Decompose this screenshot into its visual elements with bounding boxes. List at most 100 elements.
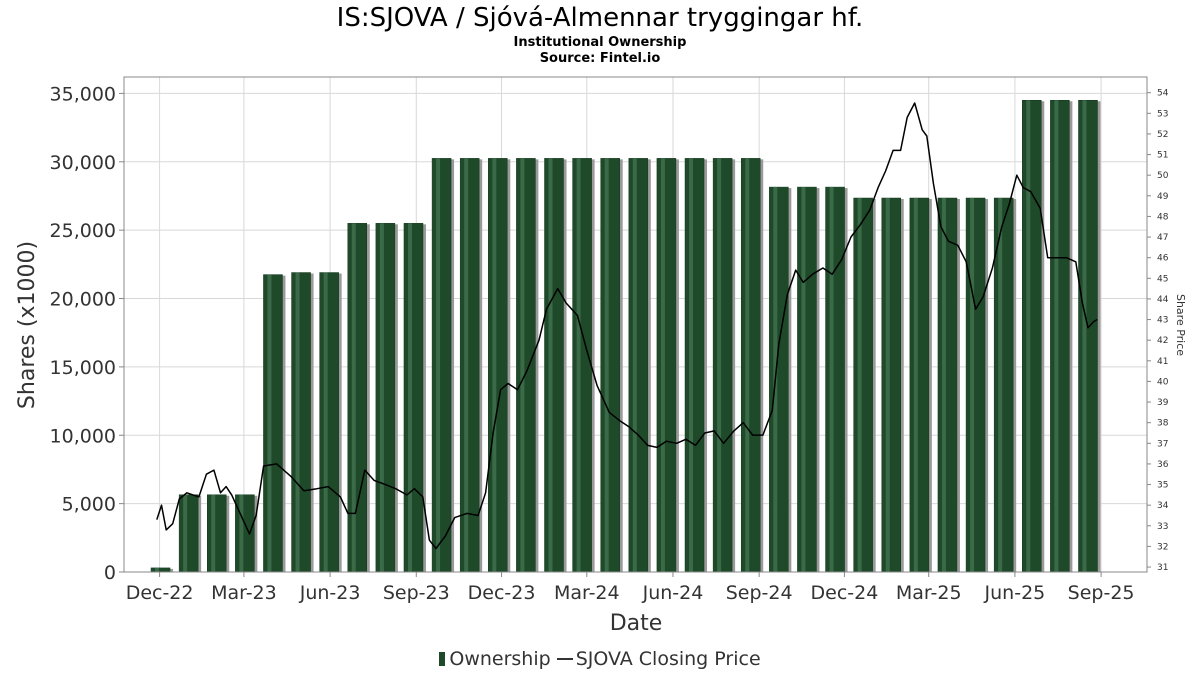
x-tick-label: Dec-24 xyxy=(811,582,879,604)
x-tick-label: Sep-24 xyxy=(726,582,793,604)
x-tick-label: Jun-24 xyxy=(642,582,704,604)
ownership-bars xyxy=(150,99,1101,573)
ownership-bar-highlight xyxy=(239,494,244,572)
ownership-bar-highlight xyxy=(351,223,356,573)
y2-tick-label: 39 xyxy=(1157,398,1169,408)
ownership-bar xyxy=(263,274,283,573)
ownership-bar xyxy=(544,158,564,573)
axes: 0 5,000 10,000 15,000 20,000 25,000 30,000 35,0… xyxy=(50,83,1169,604)
ownership-bar xyxy=(825,186,845,573)
ownership-bar xyxy=(684,158,705,573)
y2-tick-label: 49 xyxy=(1157,192,1169,202)
x-tick-label: Sep-25 xyxy=(1068,582,1135,604)
ownership-bar-highlight xyxy=(1026,100,1031,573)
ownership-bar xyxy=(319,272,339,573)
y2-tick-label: 54 xyxy=(1157,89,1169,99)
y2-tick-label: 32 xyxy=(1157,542,1168,552)
chart-subtitle: Institutional Ownership xyxy=(513,35,687,50)
y2-tick-label: 37 xyxy=(1157,439,1168,449)
y2-tick-label: 47 xyxy=(1157,233,1168,243)
ownership-bar xyxy=(797,186,817,573)
legend-price-swatch xyxy=(556,658,573,660)
ownership-bar xyxy=(656,158,677,573)
legend-ownership-swatch xyxy=(439,652,446,666)
ownership-bar-highlight xyxy=(801,187,806,572)
ownership-bar-highlight xyxy=(913,198,918,572)
ownership-bar-highlight xyxy=(267,274,272,572)
ownership-bar-highlight xyxy=(885,198,890,572)
y-tick-label: 25,000 xyxy=(50,220,116,242)
ownership-bar xyxy=(1050,99,1070,573)
y-tick-label: 5,000 xyxy=(62,494,116,516)
y2-tick-label: 48 xyxy=(1157,212,1169,222)
ownership-bar-highlight xyxy=(689,158,694,572)
price-line xyxy=(156,102,1098,550)
ownership-bar-highlight xyxy=(548,158,553,572)
legend-price-label: SJOVA Closing Price xyxy=(575,648,761,670)
ownership-bar-highlight xyxy=(407,223,412,573)
ownership-bar-highlight xyxy=(660,158,665,572)
y-tick-label: 30,000 xyxy=(50,152,116,174)
ownership-bar xyxy=(1078,99,1098,573)
y2-tick-label: 46 xyxy=(1157,254,1169,264)
y2-tick-label: 41 xyxy=(1157,357,1168,367)
y2-tick-label: 43 xyxy=(1157,316,1168,326)
ownership-bar-highlight xyxy=(745,158,750,572)
y2-tick-label: 40 xyxy=(1157,377,1169,387)
x-axis-label: Date xyxy=(610,611,663,636)
x-tick-label: Jun-25 xyxy=(984,582,1046,604)
x-tick-label: Mar-24 xyxy=(554,582,620,604)
ownership-bar xyxy=(403,223,424,573)
ownership-bar-highlight xyxy=(1054,100,1059,573)
ownership-bar xyxy=(150,567,171,573)
chart-title: IS:SJOVA / Sjóvá-Almennar tryggingar hf. xyxy=(336,3,864,33)
ownership-bar xyxy=(206,494,227,573)
y-tick-label: 35,000 xyxy=(50,83,116,105)
y2-tick-label: 44 xyxy=(1157,295,1169,305)
x-tick-label: Dec-22 xyxy=(126,582,194,604)
ownership-bar xyxy=(769,186,789,573)
chart-source: Source: Fintel.io xyxy=(539,51,661,66)
ownership-bar-highlight xyxy=(520,158,525,572)
y-tick-label: 15,000 xyxy=(50,357,116,379)
ownership-bar-highlight xyxy=(379,223,384,573)
x-tick-label: Jun-23 xyxy=(299,582,361,604)
y-axis-label: Shares (x1000) xyxy=(15,241,40,409)
ownership-bar-highlight xyxy=(970,198,975,572)
price-line-group xyxy=(156,102,1098,550)
ownership-bar xyxy=(516,158,536,573)
ownership-bar xyxy=(1022,99,1042,573)
ownership-bar xyxy=(488,158,508,573)
ownership-bar-highlight xyxy=(1082,100,1087,573)
ownership-bar xyxy=(937,197,958,573)
ownership-bar xyxy=(712,158,733,573)
y-tick-label: 0 xyxy=(104,562,116,584)
ownership-bar-highlight xyxy=(436,158,441,572)
plot-frame xyxy=(123,76,1148,573)
ownership-bar xyxy=(628,158,649,573)
ownership-bar-highlight xyxy=(857,198,862,572)
ownership-bar xyxy=(291,272,311,573)
ownership-bar xyxy=(853,197,873,573)
y2-tick-label: 50 xyxy=(1157,171,1169,181)
ownership-bar xyxy=(740,158,761,573)
y2-tick-label: 36 xyxy=(1157,460,1169,470)
ownership-bar-highlight xyxy=(492,158,497,572)
y-tick-label: 10,000 xyxy=(50,425,116,447)
ownership-bar xyxy=(909,197,930,573)
ownership-bar-highlight xyxy=(941,198,946,572)
y2-tick-label: 33 xyxy=(1157,522,1168,532)
y2-tick-label: 42 xyxy=(1157,336,1168,346)
ownership-bar-highlight xyxy=(183,494,188,572)
y2-axis-label: Share Price xyxy=(1174,294,1187,356)
ownership-bar-highlight xyxy=(323,272,328,572)
y2-tick-label: 51 xyxy=(1157,151,1168,161)
y2-tick-label: 35 xyxy=(1157,481,1168,491)
ownership-bar-highlight xyxy=(464,158,469,572)
y2-tick-label: 38 xyxy=(1157,419,1169,429)
y2-tick-label: 53 xyxy=(1157,109,1168,119)
y2-tick-label: 31 xyxy=(1157,563,1168,573)
ownership-bar xyxy=(993,197,1014,573)
ownership-bar xyxy=(965,197,986,573)
y2-tick-label: 45 xyxy=(1157,274,1168,284)
